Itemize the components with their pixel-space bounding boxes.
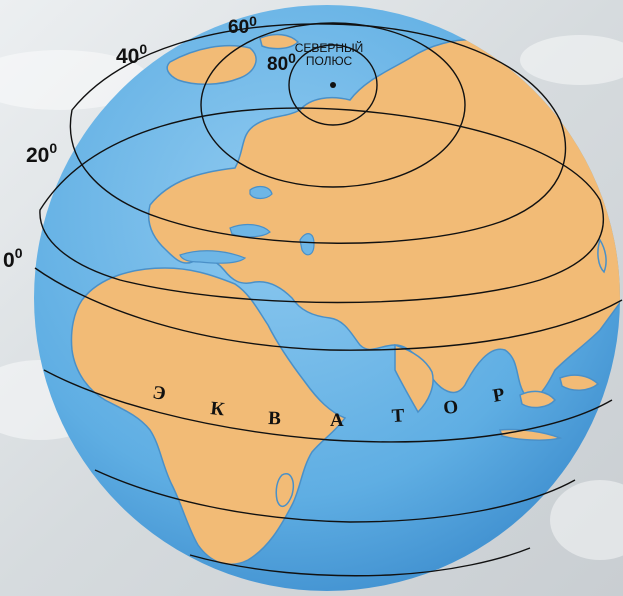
equator-letter-3: В	[268, 408, 282, 429]
inland-seas	[179, 185, 315, 264]
equator-letter-6: О	[442, 397, 459, 419]
equator-letter-2: К	[209, 398, 225, 420]
japan-land	[597, 238, 607, 274]
equator-label: Э К В А Т О Р	[151, 382, 506, 431]
latitude-s20-line	[43, 369, 613, 443]
latitude-s60-line	[189, 547, 531, 577]
latitude-0-line	[34, 267, 623, 351]
north-pole-label-line1: СЕВЕРНЫЙ	[294, 41, 364, 55]
madagascar-land	[275, 473, 294, 507]
latitude-60-line	[200, 22, 466, 188]
north-pole-label-line2: ПОЛЮС	[305, 54, 353, 68]
north-pole-dot	[330, 82, 336, 88]
latitude-label-0: 00	[3, 245, 23, 272]
latitude-lines	[34, 22, 623, 577]
arctic-islands	[166, 33, 300, 86]
north-pole-label: СЕВЕРНЫЙ ПОЛЮС	[293, 42, 365, 68]
equator-letter-7: Р	[491, 384, 506, 407]
indonesia-land	[498, 374, 600, 441]
equator-letter-4: А	[330, 410, 344, 431]
latitude-label-40: 400	[116, 41, 148, 68]
india-land	[394, 343, 434, 414]
latitude-s40-line	[94, 469, 576, 523]
latitude-label-60: 600	[228, 13, 257, 38]
equator-letter-1: Э	[151, 382, 167, 405]
latitude-label-20: 200	[26, 140, 58, 167]
latitude-label-80: 800	[267, 50, 296, 75]
latitude-20-line	[39, 107, 604, 304]
equator-letter-5: Т	[391, 405, 405, 427]
latitude-80-line	[288, 44, 378, 126]
